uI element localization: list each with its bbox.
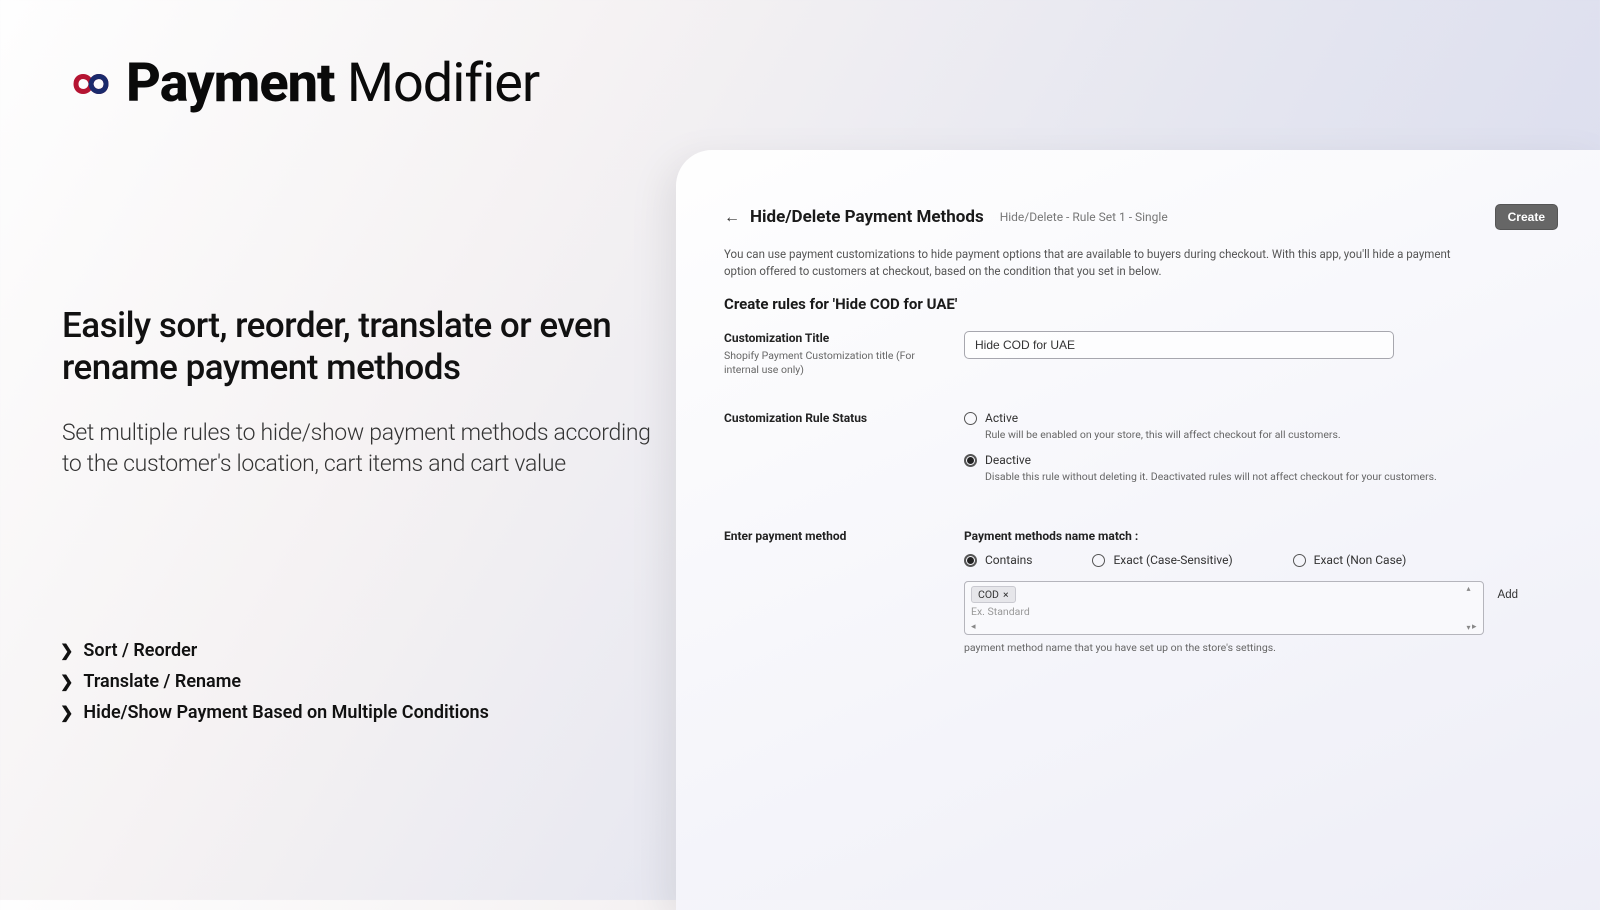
chip-cod[interactable]: COD × bbox=[971, 586, 1016, 603]
rule-status-label: Customization Rule Status bbox=[724, 411, 934, 425]
panel-header: ← Hide/Delete Payment Methods Hide/Delet… bbox=[724, 204, 1558, 230]
feature-label: Hide/Show Payment Based on Multiple Cond… bbox=[83, 702, 488, 723]
back-arrow-icon[interactable]: ← bbox=[724, 207, 740, 227]
match-exact-nocase[interactable]: Exact (Non Case) bbox=[1293, 553, 1407, 567]
chip-remove-icon[interactable]: × bbox=[1003, 588, 1009, 601]
intro-text: You can use payment customizations to hi… bbox=[724, 246, 1464, 281]
match-contains[interactable]: Contains bbox=[964, 553, 1032, 567]
feature-item: ❯ Translate / Rename bbox=[60, 671, 489, 692]
match-title: Payment methods name match : bbox=[964, 529, 1522, 543]
custom-title-hint: Shopify Payment Customization title (For… bbox=[724, 349, 934, 377]
label-col: Customization Title Shopify Payment Cust… bbox=[724, 331, 934, 377]
row-payment-method: Enter payment method Payment methods nam… bbox=[724, 529, 1558, 654]
payment-method-input[interactable]: COD × Ex. Standard ◂▸ ▴▾ bbox=[964, 581, 1484, 635]
custom-title-label: Customization Title bbox=[724, 331, 934, 345]
label-col: Customization Rule Status bbox=[724, 411, 934, 495]
row-rule-status: Customization Rule Status Active Rule wi… bbox=[724, 411, 1558, 495]
feature-list: ❯ Sort / Reorder ❯ Translate / Rename ❯ … bbox=[60, 640, 489, 733]
radio-label: Active bbox=[985, 411, 1018, 425]
feature-item: ❯ Sort / Reorder bbox=[60, 640, 489, 661]
brand-light: Modifier bbox=[347, 52, 539, 115]
radio-col: Active Rule will be enabled on your stor… bbox=[964, 411, 1558, 495]
label-col: Enter payment method bbox=[724, 529, 934, 654]
radio-icon bbox=[964, 554, 977, 567]
chip-label: COD bbox=[978, 588, 999, 601]
brand-logo: Payment Modifier bbox=[62, 52, 662, 115]
radio-label: Contains bbox=[985, 553, 1032, 567]
row-custom-title: Customization Title Shopify Payment Cust… bbox=[724, 331, 1558, 377]
feature-label: Translate / Rename bbox=[83, 671, 241, 692]
match-exact-case[interactable]: Exact (Case-Sensitive) bbox=[1092, 553, 1232, 567]
breadcrumb: Hide/Delete - Rule Set 1 - Single bbox=[1000, 210, 1168, 224]
tag-area: COD × Ex. Standard ◂▸ ▴▾ Add bbox=[964, 581, 1522, 635]
pm-col: Payment methods name match : Contains Ex… bbox=[964, 529, 1558, 654]
radio-deactive[interactable]: Deactive bbox=[964, 453, 1522, 467]
h-scroll-indicator: ◂▸ bbox=[971, 622, 1477, 632]
infinity-icon bbox=[62, 65, 120, 103]
feature-item: ❯ Hide/Show Payment Based on Multiple Co… bbox=[60, 702, 489, 723]
radio-active[interactable]: Active bbox=[964, 411, 1522, 425]
section-title: Create rules for 'Hide COD for UAE' bbox=[724, 295, 1558, 313]
radio-icon bbox=[964, 454, 977, 467]
match-options: Contains Exact (Case-Sensitive) Exact (N… bbox=[964, 553, 1522, 567]
radio-icon bbox=[964, 412, 977, 425]
radio-label: Exact (Case-Sensitive) bbox=[1113, 553, 1232, 567]
enter-pm-label: Enter payment method bbox=[724, 529, 934, 543]
radio-icon bbox=[1293, 554, 1306, 567]
brand-bold: Payment bbox=[126, 52, 334, 115]
pm-placeholder: Ex. Standard bbox=[971, 605, 1477, 618]
hero-section: Payment Modifier Easily sort, reorder, t… bbox=[62, 52, 662, 479]
panel-title: Hide/Delete Payment Methods bbox=[750, 207, 984, 227]
add-button[interactable]: Add bbox=[1494, 581, 1522, 609]
chevron-right-icon: ❯ bbox=[60, 643, 73, 659]
radio-label: Deactive bbox=[985, 453, 1031, 467]
chevron-right-icon: ❯ bbox=[60, 674, 73, 690]
create-button[interactable]: Create bbox=[1495, 204, 1558, 230]
custom-title-input[interactable] bbox=[964, 331, 1394, 359]
pm-help: payment method name that you have set up… bbox=[964, 641, 1522, 654]
chevron-right-icon: ❯ bbox=[60, 705, 73, 721]
radio-icon bbox=[1092, 554, 1105, 567]
brand-name: Payment Modifier bbox=[126, 52, 539, 115]
v-scroll-indicator: ▴▾ bbox=[1467, 582, 1481, 634]
hero-subcopy: Set multiple rules to hide/show payment … bbox=[62, 417, 662, 479]
radio-label: Exact (Non Case) bbox=[1314, 553, 1407, 567]
feature-label: Sort / Reorder bbox=[83, 640, 197, 661]
hero-headline: Easily sort, reorder, translate or even … bbox=[62, 305, 662, 389]
active-help: Rule will be enabled on your store, this… bbox=[985, 428, 1522, 441]
input-col bbox=[964, 331, 1558, 377]
deactive-help: Disable this rule without deleting it. D… bbox=[985, 470, 1522, 483]
settings-panel: ← Hide/Delete Payment Methods Hide/Delet… bbox=[676, 150, 1600, 910]
